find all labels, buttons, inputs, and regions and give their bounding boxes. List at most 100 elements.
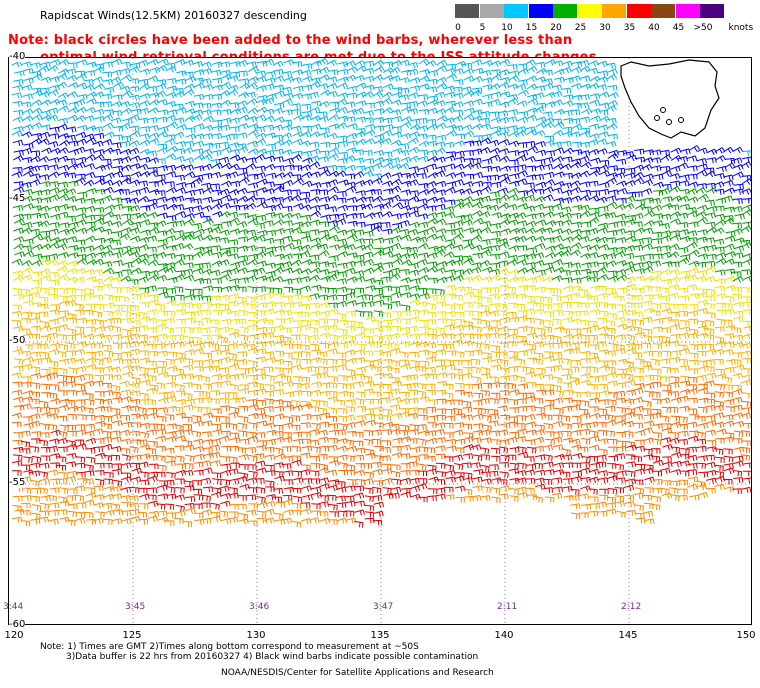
wind-barb (318, 116, 329, 123)
wind-barb (598, 244, 610, 251)
wind-barb (149, 66, 161, 74)
wind-barb (164, 520, 175, 526)
wind-barb (302, 494, 313, 501)
wind-barb (668, 292, 680, 299)
wind-barb (408, 397, 419, 404)
wind-barb (524, 413, 536, 421)
wind-barb (742, 320, 751, 327)
wind-barb (517, 492, 528, 499)
wind-barb (299, 334, 310, 341)
wind-barb (390, 286, 400, 293)
wind-barb (400, 477, 412, 485)
wind-barb (147, 253, 159, 260)
wind-barb (344, 414, 355, 421)
wind-barb (238, 114, 250, 122)
wind-barb (372, 91, 384, 98)
wind-barb (354, 349, 366, 356)
wind-barb (706, 440, 717, 446)
wind-barb (282, 179, 294, 187)
wind-barb (122, 328, 132, 336)
wind-barb (560, 328, 571, 335)
wind-barb (588, 133, 600, 140)
wind-barb (435, 479, 445, 485)
wind-barb (102, 79, 113, 86)
wind-barb (148, 125, 159, 132)
wind-barb (200, 327, 211, 334)
wind-barb (533, 302, 544, 309)
wind-barb (111, 287, 121, 293)
wind-barb (346, 92, 358, 99)
wind-barb (551, 259, 563, 266)
wind-barb (418, 58, 430, 65)
wind-barb (31, 107, 43, 115)
wind-barb (120, 286, 131, 293)
wind-barb (733, 430, 744, 438)
wind-barb (263, 292, 275, 299)
wind-barb (659, 302, 670, 309)
wind-barb (292, 301, 304, 308)
wind-barb (545, 366, 556, 373)
wind-barb (453, 463, 464, 471)
wind-barb (616, 470, 627, 477)
wind-barb (281, 375, 291, 382)
wind-barb (57, 350, 67, 358)
wind-barb (642, 317, 653, 323)
wind-barb (679, 174, 690, 181)
wind-barb (344, 439, 355, 447)
wind-barb (704, 237, 715, 244)
wind-barb (227, 392, 238, 398)
wind-barb (525, 220, 537, 228)
wind-barb (220, 73, 232, 81)
wind-barb (248, 422, 258, 429)
wind-barb (92, 126, 104, 133)
wind-barb (364, 123, 376, 131)
wind-barb (102, 113, 114, 121)
wind-barb (732, 222, 742, 229)
wind-barb (23, 165, 34, 173)
wind-barb (301, 259, 313, 266)
wind-barb (121, 74, 133, 81)
wind-barb (533, 252, 545, 259)
wind-barb (445, 408, 456, 415)
legend-label: 25 (574, 23, 587, 33)
wind-barb (480, 471, 491, 478)
wind-barb (515, 212, 527, 219)
wind-barb (58, 193, 70, 201)
wind-barb (632, 387, 644, 394)
wind-barb (164, 326, 175, 334)
wind-barb (121, 454, 131, 462)
legend-label: 20 (550, 23, 562, 33)
wind-barb (733, 252, 744, 259)
wind-barb (14, 509, 25, 516)
wind-barb (598, 131, 610, 138)
wind-barb (589, 99, 601, 106)
wind-barb (731, 157, 743, 164)
wind-barb (281, 98, 293, 106)
wind-barb (624, 411, 635, 418)
wind-barb (227, 516, 239, 523)
wind-barb (237, 146, 249, 153)
wind-barb (427, 373, 438, 380)
wind-barb (21, 213, 32, 220)
wind-barb (553, 197, 565, 204)
wind-barb (724, 399, 735, 406)
wind-barb (443, 422, 454, 429)
wind-barb (560, 66, 572, 74)
wind-barb (102, 179, 114, 187)
wind-barb (138, 78, 149, 85)
wind-barb (382, 365, 393, 372)
wind-barb (129, 446, 139, 453)
wind-barb (471, 437, 482, 444)
wind-barb (650, 310, 661, 317)
wind-barb (129, 515, 141, 523)
wind-barb (138, 373, 149, 380)
wind-barb (346, 445, 358, 453)
wind-barb (192, 406, 202, 413)
wind-barb (192, 205, 203, 212)
wind-barb (563, 117, 574, 124)
wind-barb (425, 60, 437, 67)
wind-barb (650, 275, 662, 283)
wind-barb (59, 228, 70, 236)
wind-barb (147, 259, 159, 267)
wind-barb (390, 178, 402, 186)
